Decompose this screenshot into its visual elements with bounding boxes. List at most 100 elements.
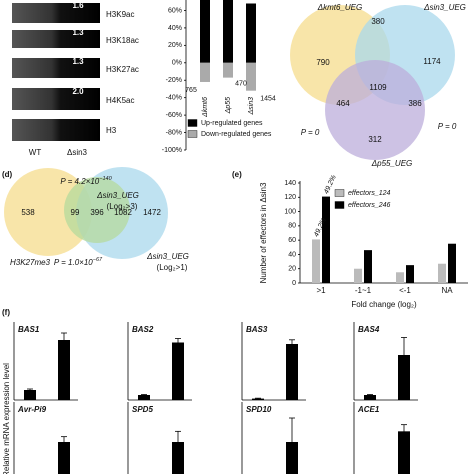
blot-label: H3K9ac	[106, 10, 134, 19]
subplot-title: Avr-Pi9	[17, 405, 47, 414]
lane-label: Δsin3	[67, 148, 88, 157]
y-tick-label: 40	[288, 251, 296, 258]
error-bar	[401, 337, 407, 373]
y-tick-label: 60%	[168, 7, 182, 14]
legend-label: Down-regulated genes	[201, 131, 272, 138]
blot-ratio: 1.3	[72, 57, 84, 66]
error-bar	[255, 397, 261, 400]
legend-swatch	[187, 119, 198, 127]
bar	[312, 239, 320, 283]
x-tick-label: NA	[441, 286, 453, 295]
y-tick-label: 140	[284, 180, 296, 187]
legend-label: effectors_124	[348, 190, 391, 197]
region-count: 1082	[114, 208, 132, 217]
error-bar	[289, 339, 295, 349]
blot-band	[12, 58, 100, 78]
p-value: P = 0	[301, 128, 320, 137]
set-condition: (Log₂>1)	[157, 263, 188, 272]
y-tick-label: 0%	[172, 60, 182, 67]
venn-set	[4, 168, 92, 256]
p-value-exponent: −67	[93, 257, 103, 263]
p-value: P = 4.2×10−140	[60, 176, 112, 186]
y-tick-label: 120	[284, 194, 296, 201]
count-label: 765	[185, 87, 197, 94]
venn-set	[325, 60, 425, 160]
bar	[138, 395, 150, 400]
y-tick-label: 20	[288, 266, 296, 273]
set-label: Δsin3_UEG	[96, 191, 139, 200]
set-label: Δsin3_UEG	[423, 3, 466, 12]
set-label: Δsin3_UEG	[146, 252, 189, 261]
bar	[354, 268, 362, 283]
legend-label: Up-regulated genes	[201, 120, 263, 127]
error-bar	[401, 424, 407, 438]
y-tick-label: -40%	[166, 95, 182, 102]
x-tick-label: >1	[316, 286, 326, 295]
region-count: 99	[71, 208, 80, 217]
set-label: H3K27me3	[10, 258, 51, 267]
bar	[200, 0, 210, 63]
legend-swatch	[187, 130, 198, 138]
bar	[58, 442, 70, 474]
panel-label: (d)	[2, 170, 13, 179]
count-label: 1454	[260, 96, 276, 103]
blot-band	[12, 30, 100, 48]
region-count: 538	[21, 208, 35, 217]
region-count: 1109	[369, 83, 387, 92]
region-count: 396	[90, 208, 104, 217]
y-tick-label: -60%	[166, 112, 182, 119]
bar	[398, 355, 410, 400]
bar	[58, 340, 70, 400]
y-axis-label: Number of effectors in Δsin3	[259, 182, 268, 283]
bar	[396, 272, 404, 283]
bar	[172, 442, 184, 474]
panel-label: (e)	[232, 170, 242, 179]
p-value-text: P = 0	[438, 122, 457, 131]
error-bar	[61, 332, 67, 347]
blot-label: H3K27ac	[106, 65, 139, 74]
set-label: Δkmt6_UEG	[317, 3, 363, 12]
region-count: 380	[371, 17, 385, 26]
y-tick-label: 40%	[168, 25, 182, 32]
p-value-text: P = 4.2×10	[60, 177, 99, 186]
bar	[364, 250, 372, 283]
bar	[322, 196, 330, 283]
region-count: 1472	[143, 208, 161, 217]
legend-label: effectors_246	[348, 202, 391, 209]
subplot-title: SPD5	[132, 405, 153, 414]
blot-panel: 1.6 1.3 1.3 2.0 H3K9ac H3K18ac H3K27ac H…	[12, 1, 139, 157]
subplot-title: SPD10	[246, 405, 272, 414]
error-bar	[367, 394, 373, 396]
error-bar	[289, 417, 295, 466]
y-tick-label: 80	[288, 223, 296, 230]
venn-set	[64, 177, 130, 243]
x-tick-label: <-1	[399, 286, 411, 295]
x-tick-label: Δp55	[225, 97, 232, 114]
bar	[223, 62, 233, 78]
y-tick-label: 20%	[168, 42, 182, 49]
subplot-title: ACE1	[357, 405, 380, 414]
p-value-text: P = 0	[301, 128, 320, 137]
bar	[246, 3, 256, 63]
region-count: 464	[336, 99, 350, 108]
p-value: P = 1.0×10−67	[54, 257, 103, 267]
y-tick-label: 100	[284, 208, 296, 215]
p-value-exponent: −140	[99, 176, 112, 182]
subplot-title: BAS1	[18, 325, 40, 334]
region-count: 312	[368, 135, 382, 144]
error-bar	[141, 394, 147, 396]
x-tick-label: -1~1	[355, 286, 372, 295]
bar	[246, 62, 256, 91]
bar	[286, 344, 298, 400]
region-count: 386	[408, 99, 422, 108]
region-count: 790	[316, 58, 330, 67]
error-bar	[175, 338, 181, 347]
subplot-title: BAS3	[246, 325, 268, 334]
bar	[398, 431, 410, 474]
blot-label: H3	[106, 126, 117, 135]
error-bar	[175, 430, 181, 453]
bar	[448, 243, 456, 283]
bar	[172, 342, 184, 400]
bar	[438, 263, 446, 283]
